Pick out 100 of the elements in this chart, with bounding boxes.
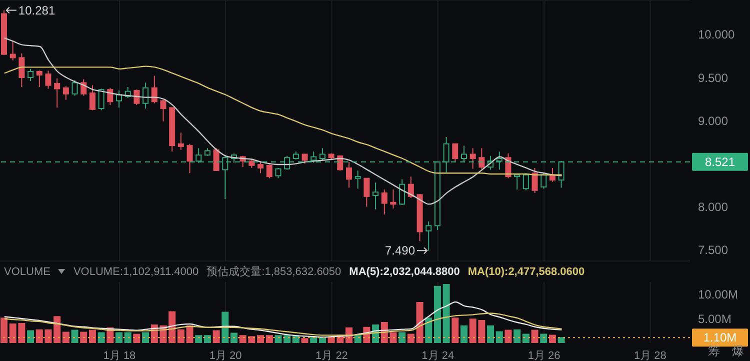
- text: 爆: [732, 343, 744, 360]
- candlestick: [399, 178, 406, 206]
- candlestick: [258, 161, 264, 174]
- x-tick-label: 1月 28: [634, 350, 666, 361]
- bar: [80, 332, 88, 343]
- candlestick: [98, 88, 104, 111]
- candlestick: [160, 99, 166, 122]
- bar: [212, 330, 220, 343]
- bar: [142, 332, 150, 343]
- line-series: [4, 301, 562, 338]
- candlestick: [80, 78, 87, 96]
- candlestick: [54, 78, 60, 108]
- candlestick: [28, 68, 34, 82]
- candlestick: [10, 40, 16, 61]
- candlestick: [89, 84, 96, 111]
- bar: [522, 334, 530, 343]
- bar: [407, 334, 414, 343]
- candlestick: [354, 170, 361, 190]
- candlestick: [478, 148, 485, 170]
- candlestick: [514, 174, 520, 190]
- candlestick: [522, 172, 529, 191]
- bar: [222, 312, 229, 343]
- bar: [487, 325, 494, 343]
- bar: [88, 330, 96, 343]
- bar: [116, 332, 122, 343]
- y-tick-label: 9.500: [698, 70, 728, 85]
- candlestick: [45, 70, 52, 90]
- candlestick: [134, 89, 140, 106]
- candlestick: [346, 161, 352, 188]
- candlestick: [470, 148, 476, 170]
- candlestick: [426, 220, 432, 252]
- bar: [204, 335, 211, 343]
- bar: [434, 286, 441, 343]
- y-tick-label: 10.00M: [698, 287, 738, 302]
- bar: [27, 330, 34, 343]
- annotation: 10.281: [18, 3, 56, 18]
- candlestick: [186, 143, 193, 174]
- ref-line-label: 1.10M: [703, 330, 737, 345]
- chart-title: VOLUME: [4, 266, 50, 278]
- x-tick-label: 1月 26: [528, 350, 560, 361]
- bar: [133, 334, 140, 343]
- bar: [266, 335, 273, 343]
- candlestick: [62, 86, 69, 100]
- bar: [54, 316, 61, 343]
- bar: [548, 334, 556, 343]
- bar: [230, 332, 238, 343]
- candlestick: [408, 176, 414, 199]
- candlestick: [390, 189, 396, 209]
- bar: [531, 330, 538, 343]
- candlestick: [319, 148, 326, 161]
- candlestick: [540, 172, 547, 190]
- bar: [62, 332, 70, 343]
- candlestick: [18, 52, 25, 88]
- candlestick: [213, 148, 220, 172]
- bar: [257, 335, 264, 343]
- line-series: [4, 312, 562, 336]
- candlestick: [364, 178, 370, 208]
- bar: [442, 284, 450, 343]
- bar: [425, 318, 432, 343]
- bar: [186, 325, 194, 343]
- bar: [460, 325, 468, 343]
- candlestick: [151, 75, 158, 104]
- candlestick: [178, 132, 184, 150]
- bar: [310, 336, 318, 343]
- bar: [558, 337, 565, 343]
- x-tick-label: 1月 24: [422, 350, 454, 361]
- x-tick-label: 1月 22: [316, 350, 348, 361]
- bar: [504, 330, 512, 343]
- x-tick-label: 1月 18: [103, 350, 136, 361]
- bar: [124, 332, 132, 343]
- candlestick: [142, 82, 149, 110]
- text: MA(5):2,032,044.8800: [349, 266, 460, 278]
- ref-line-label: 8.521: [704, 154, 736, 169]
- bar: [301, 338, 308, 343]
- candlestick: [36, 70, 42, 88]
- candlestick: [275, 167, 282, 179]
- candlestick: [532, 167, 538, 194]
- y-tick-label: 9.000: [698, 114, 728, 128]
- bar: [540, 334, 548, 343]
- text: MA(10):2,477,568.0600: [468, 266, 585, 278]
- candlestick: [302, 154, 308, 164]
- bar: [274, 335, 282, 343]
- bar: [452, 318, 459, 343]
- annotation: 7.490: [385, 244, 416, 258]
- y-tick-label: 8.000: [698, 200, 728, 214]
- candlestick: [372, 182, 379, 210]
- bar: [398, 332, 406, 343]
- bar: [0, 318, 8, 343]
- candlestick: [266, 164, 272, 179]
- candlestick: [452, 143, 458, 162]
- bar: [71, 330, 78, 343]
- text: 预估成交量:1,853,632.6050: [206, 264, 342, 279]
- y-tick-label: 10.000: [698, 28, 736, 42]
- bar: [98, 332, 105, 343]
- y-tick-label: 5.00M: [698, 312, 732, 326]
- bar: [177, 329, 184, 343]
- candlestick: [72, 80, 78, 96]
- bar: [354, 335, 362, 343]
- bar: [496, 331, 503, 343]
- bar: [416, 302, 424, 343]
